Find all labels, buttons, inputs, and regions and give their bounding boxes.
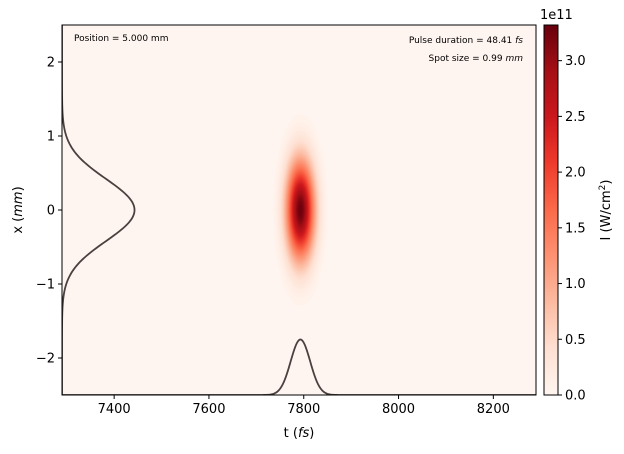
colorbar-exponent: 1e11 [540,8,573,23]
colorbar [543,24,559,396]
x-axis-ticks: 7400 7600 7800 8000 8200 [98,395,510,417]
colorbar-tick-label: 1.0 [565,277,586,292]
x-tick-label: 8000 [382,402,415,417]
temporal-lineout [62,338,536,395]
colorbar-label: I (W/cm2) [598,180,614,241]
x-tick-label: 7600 [192,402,225,417]
y-axis-ticks: −2 −1 0 1 2 [36,56,62,367]
y-axis-label: x (mm) [11,186,26,233]
position-annotation: Position = 5.000 mm [74,34,168,44]
colorbar-tick-label: 1.5 [565,221,586,236]
colorbar-ticks: 0.0 0.5 1.0 1.5 2.0 2.5 3.0 [558,54,586,404]
heatmap-blob [273,114,328,306]
x-axis-label: t (fs) [284,426,315,441]
x-tick-label: 7400 [98,402,131,417]
pulse-duration-annotation: Pulse duration = 48.41 fs [409,36,523,46]
spot-size-annotation: Spot size = 0.99 mm [429,54,524,64]
y-tick-label: −1 [36,278,55,293]
colorbar-tick-label: 3.0 [565,54,586,69]
x-tick-label: 8200 [477,402,510,417]
colorbar-tick-label: 0.0 [565,389,586,404]
y-tick-label: 0 [47,204,55,219]
y-tick-label: 2 [47,56,55,71]
colorbar-tick-label: 2.0 [565,166,586,181]
x-tick-label: 7800 [287,402,320,417]
y-tick-label: 1 [47,130,55,145]
colorbar-tick-label: 0.5 [565,333,586,348]
y-tick-label: −2 [36,352,55,367]
colorbar-tick-label: 2.5 [565,110,586,125]
